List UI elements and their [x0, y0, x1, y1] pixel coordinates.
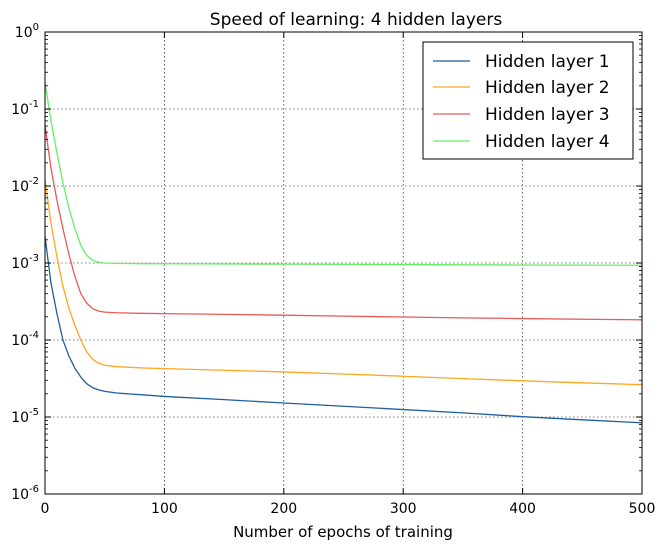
series-line-2 — [44, 179, 643, 386]
legend-label-2: Hidden layer 2 — [485, 78, 610, 98]
y-tick-label: 10-3 — [11, 253, 39, 272]
x-tick-label: 500 — [629, 501, 656, 517]
series-line-4 — [44, 82, 643, 266]
series-line-3 — [44, 124, 643, 321]
series-line-1 — [44, 236, 643, 424]
legend-label-4: Hidden layer 4 — [485, 132, 610, 152]
y-tick-label: 10-1 — [11, 99, 39, 118]
x-tick-label: 300 — [390, 501, 417, 517]
x-tick-label: 100 — [151, 501, 178, 517]
y-tick-label: 10-4 — [11, 330, 39, 349]
legend-label-1: Hidden layer 1 — [485, 52, 610, 72]
x-tick-label: 200 — [270, 501, 297, 517]
x-axis: 0 100 200 300 400 500 — [41, 32, 656, 517]
y-tick-label: 10-6 — [11, 484, 39, 503]
series-group — [44, 82, 643, 424]
y-tick-label: 100 — [15, 22, 39, 41]
x-tick-label: 0 — [41, 501, 50, 517]
y-tick-label: 10-2 — [11, 176, 39, 195]
chart-title: Speed of learning: 4 hidden layers — [210, 10, 503, 30]
y-axis: 100 10-1 10-2 10-3 10-4 10-5 10-6 — [11, 22, 642, 503]
legend: Hidden layer 1 Hidden layer 2 Hidden lay… — [422, 41, 634, 160]
x-axis-label: Number of epochs of training — [233, 523, 453, 541]
x-tick-label: 400 — [509, 501, 536, 517]
legend-label-3: Hidden layer 3 — [485, 105, 610, 125]
y-tick-label: 10-5 — [11, 407, 39, 426]
